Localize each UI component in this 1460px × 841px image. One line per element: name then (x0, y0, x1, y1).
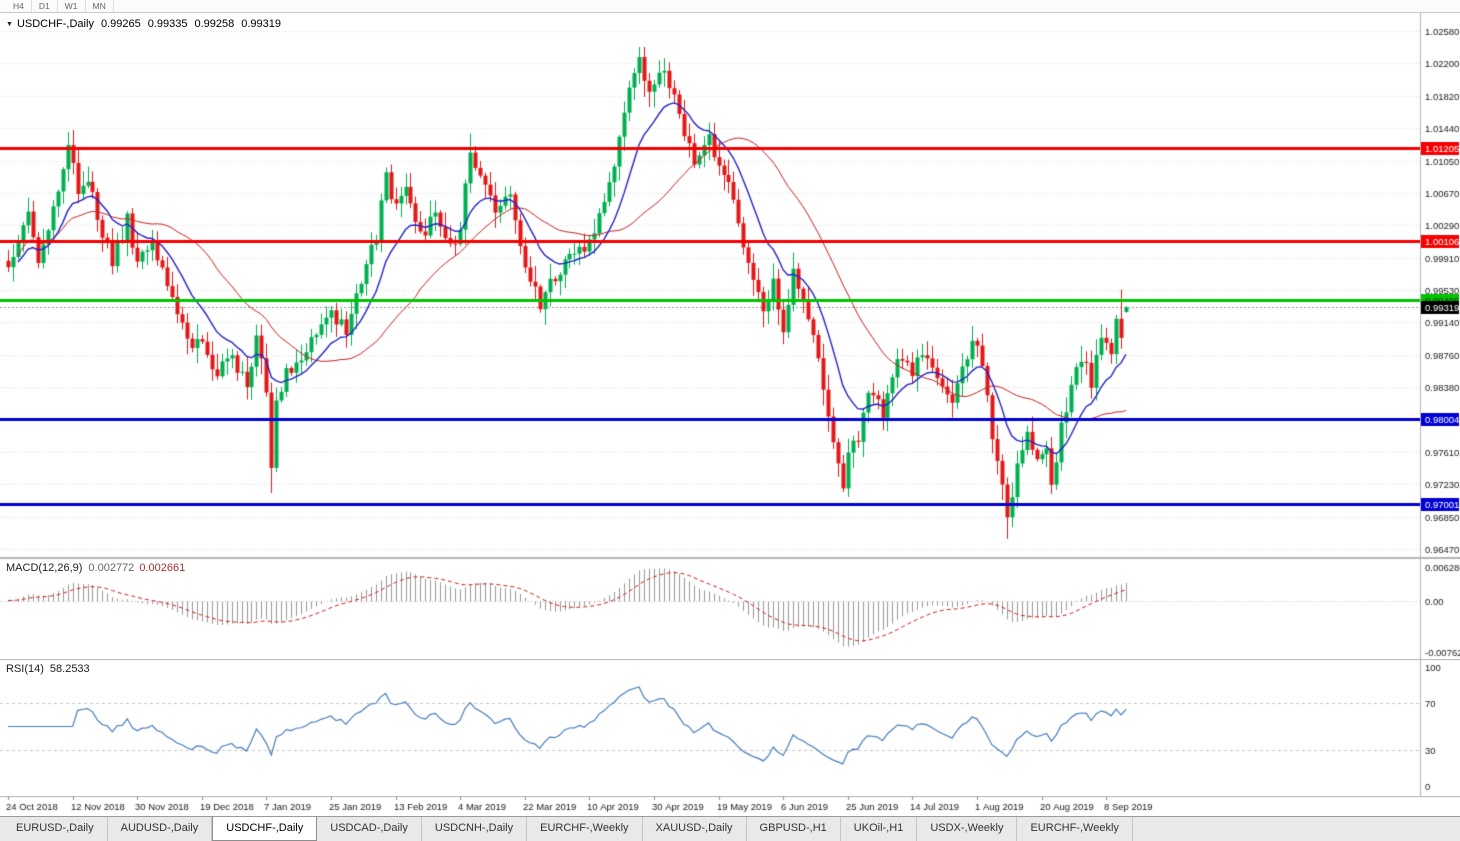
chart-title: ▼ USDCHF-,Daily 0.99265 0.99335 0.99258 0.993… (6, 18, 281, 30)
date-axis-canvas[interactable] (0, 796, 1460, 816)
macd-label: MACD(12,26,9) 0.002772 0.002661 (6, 562, 185, 574)
macd-name: MACD(12,26,9) (6, 562, 83, 574)
tab-usdcnh-daily[interactable]: USDCNH-,Daily (422, 817, 528, 841)
macd-main-value: 0.002772 (88, 562, 135, 574)
rsi-chart-canvas[interactable] (0, 659, 1460, 796)
tab-usdx-weekly[interactable]: USDX-,Weekly (917, 817, 1018, 841)
rsi-label: RSI(14) 58.2533 (6, 663, 90, 675)
chart-tabbar: EURUSD-,Daily AUDUSD-,Daily USDCHF-,Dail… (0, 816, 1460, 841)
tab-audusd-daily[interactable]: AUDUSD-,Daily (108, 817, 213, 841)
quote-close: 0.99319 (241, 18, 281, 30)
tab-eurchf-weekly[interactable]: EURCHF-,Weekly (527, 817, 643, 841)
tab-gbpusd-h1[interactable]: GBPUSD-,H1 (747, 817, 841, 841)
chart-dropdown-icon[interactable]: ▼ (6, 21, 13, 28)
candlestick-chart-canvas[interactable] (0, 13, 1460, 558)
quote-open: 0.99265 (100, 18, 141, 30)
tab-usdcad-daily[interactable]: USDCAD-,Daily (317, 817, 422, 841)
macd-chart-canvas[interactable] (0, 558, 1460, 659)
quote-high: 0.99335 (147, 18, 188, 30)
price-chart-panel: ▼ USDCHF-,Daily 0.99265 0.99335 0.99258 0.993… (0, 13, 1460, 558)
quote-low: 0.99258 (194, 18, 235, 30)
date-axis (0, 796, 1460, 816)
rsi-value: 58.2533 (49, 663, 90, 675)
rsi-name: RSI(14) (6, 663, 44, 675)
chart-symbol-label: USDCHF-,Daily (16, 18, 94, 30)
tab-usdchf-daily[interactable]: USDCHF-,Daily (212, 817, 318, 841)
tab-eurusd-daily[interactable]: EURUSD-,Daily (3, 817, 108, 841)
macd-panel: MACD(12,26,9) 0.002772 0.002661 (0, 558, 1460, 659)
rsi-panel: RSI(14) 58.2533 (0, 659, 1460, 796)
timeframe-d1-button[interactable]: D1 (32, 0, 58, 12)
timeframe-mn-button[interactable]: MN (86, 0, 114, 12)
macd-signal-value: 0.002661 (139, 562, 186, 574)
tab-ukoil-h1[interactable]: UKOil-,H1 (841, 817, 918, 841)
tab-xauusd-daily[interactable]: XAUUSD-,Daily (643, 817, 747, 841)
timeframe-h4-button[interactable]: H4 (6, 0, 32, 12)
timeframe-w1-button[interactable]: W1 (58, 0, 86, 12)
tab-eurchf-weekly-2[interactable]: EURCHF-,Weekly (1017, 817, 1133, 841)
timeframe-toolbar: H4 D1 W1 MN (0, 0, 1460, 13)
